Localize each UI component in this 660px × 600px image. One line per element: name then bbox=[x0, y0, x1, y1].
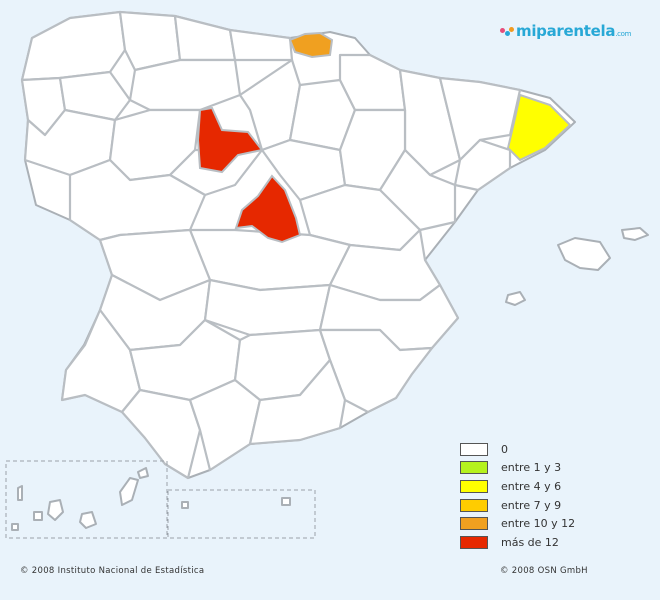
balearic-islands bbox=[505, 227, 649, 306]
legend-label: 0 bbox=[501, 442, 508, 456]
province-valladolid[interactable] bbox=[196, 106, 264, 174]
ceuta bbox=[181, 501, 189, 509]
legend-label: entre 4 y 6 bbox=[501, 479, 562, 493]
logo-suffix: .com bbox=[615, 30, 632, 38]
miparentela-logo[interactable]: miparentela.com bbox=[500, 22, 631, 40]
legend-label: entre 7 y 9 bbox=[501, 498, 562, 512]
legend-item: entre 10 y 12 bbox=[460, 514, 575, 533]
legend-swatch bbox=[460, 535, 488, 549]
legend-item: entre 1 y 3 bbox=[460, 459, 575, 478]
legend-swatch bbox=[460, 479, 488, 493]
credit-osn: © 2008 OSN GmbH bbox=[500, 566, 588, 576]
province-borders bbox=[20, 10, 522, 480]
province-segovia[interactable] bbox=[234, 174, 302, 244]
legend-item: entre 4 y 6 bbox=[460, 477, 575, 496]
legend-swatch bbox=[460, 461, 488, 475]
logo-people-icon bbox=[500, 26, 514, 37]
legend-label: entre 1 y 3 bbox=[501, 461, 562, 475]
legend: 0 entre 1 y 3 entre 4 y 6 entre 7 y 9 entre … bbox=[460, 440, 575, 552]
melilla bbox=[281, 497, 291, 506]
legend-swatch bbox=[460, 442, 488, 456]
canary-islands bbox=[11, 467, 149, 531]
legend-label: entre 10 y 12 bbox=[501, 517, 576, 531]
province-girona[interactable] bbox=[506, 93, 572, 162]
ceuta-melilla-frame bbox=[167, 489, 316, 539]
legend-swatch bbox=[460, 498, 488, 512]
legend-item: 0 bbox=[460, 440, 575, 459]
province-guipuzcoa[interactable] bbox=[288, 31, 334, 59]
credit-ine: © 2008 Instituto Nacional de Estadística bbox=[20, 566, 205, 576]
legend-item: más de 12 bbox=[460, 533, 575, 552]
logo-text: miparentela bbox=[516, 22, 616, 40]
canary-islands-frame bbox=[5, 460, 168, 539]
legend-item: entre 7 y 9 bbox=[460, 496, 575, 515]
legend-label: más de 12 bbox=[501, 535, 559, 549]
legend-swatch bbox=[460, 517, 488, 531]
